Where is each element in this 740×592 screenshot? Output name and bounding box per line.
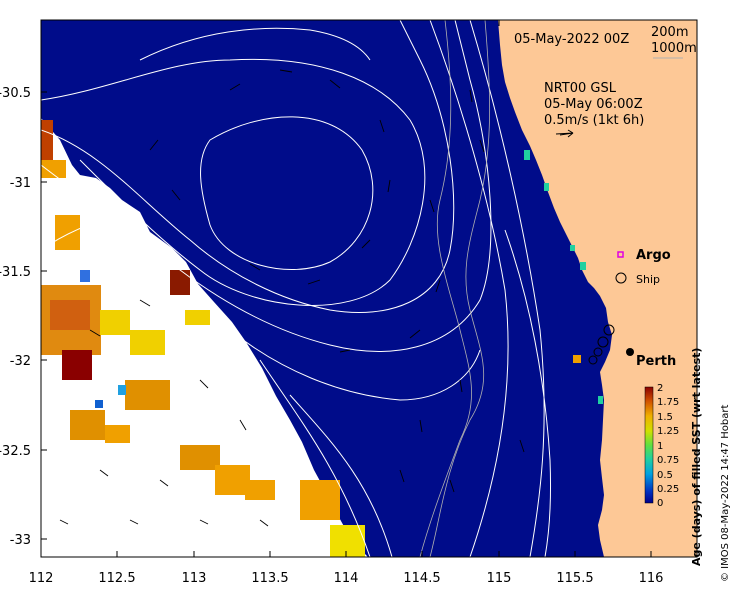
colorbar-tick: 0.75 bbox=[657, 455, 679, 466]
x-tick-label: 112 bbox=[29, 571, 54, 586]
argo-icon bbox=[617, 251, 624, 258]
y-tick-label: -33 bbox=[10, 533, 31, 548]
ship-label: Ship bbox=[636, 273, 660, 286]
x-tick-label: 114 bbox=[334, 571, 359, 586]
date-label: 05-May-2022 00Z bbox=[514, 32, 629, 47]
argo-label: Argo bbox=[636, 248, 671, 263]
y-tick-label: -31.5 bbox=[0, 265, 31, 280]
x-tick-label: 115.5 bbox=[556, 571, 593, 586]
y-tick-label: -31 bbox=[10, 176, 31, 191]
vector-scale-arrow bbox=[555, 129, 574, 138]
bathy-legend-200m: 200m bbox=[651, 25, 688, 40]
colorbar-label: Age (days) of filled SST (wrt latest) bbox=[690, 348, 703, 566]
colorbar bbox=[644, 386, 654, 504]
colorbar-tick: 0.25 bbox=[657, 484, 679, 495]
x-tick-label: 115 bbox=[487, 571, 512, 586]
colorbar-tick: 1.5 bbox=[657, 412, 673, 423]
copyright-text: © IMOS 08-May-2022 14:47 Hobart bbox=[720, 405, 731, 582]
city-icon bbox=[626, 348, 634, 356]
y-tick-label: -30.5 bbox=[0, 86, 31, 101]
x-tick-label: 113 bbox=[182, 571, 207, 586]
y-tick-label: -32 bbox=[10, 354, 31, 369]
colorbar-tick: 1 bbox=[657, 441, 663, 452]
x-tick-label: 113.5 bbox=[251, 571, 288, 586]
city-label: Perth bbox=[636, 354, 676, 369]
vector-time-label: 05-May 06:00Z bbox=[544, 97, 643, 112]
colorbar-tick: 1.75 bbox=[657, 397, 679, 408]
colorbar-tick: 1.25 bbox=[657, 426, 679, 437]
plot-frame bbox=[40, 19, 698, 558]
colorbar-tick: 2 bbox=[657, 383, 663, 394]
ship-icon bbox=[615, 272, 627, 284]
bathymetry-lines bbox=[419, 20, 491, 557]
x-tick-label: 114.5 bbox=[403, 571, 440, 586]
y-tick-label: -32.5 bbox=[0, 444, 31, 459]
colorbar-tick: 0 bbox=[657, 498, 663, 509]
coastal-pixels bbox=[524, 150, 603, 404]
age-patches bbox=[41, 120, 365, 557]
ssh-contours bbox=[41, 20, 552, 557]
colorbar-tick: 0.5 bbox=[657, 470, 673, 481]
x-tick-label: 112.5 bbox=[98, 571, 135, 586]
x-tick-label: 116 bbox=[639, 571, 664, 586]
bathy-legend-1000m: 1000m bbox=[651, 41, 697, 56]
ship-track bbox=[588, 324, 615, 365]
vector-scale-label: 0.5m/s (1kt 6h) bbox=[544, 113, 644, 128]
model-label: NRT00 GSL bbox=[544, 81, 617, 96]
axis-ticks bbox=[40, 20, 652, 557]
